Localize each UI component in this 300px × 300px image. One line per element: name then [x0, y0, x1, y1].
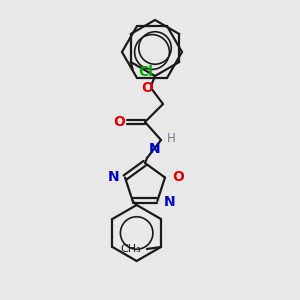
Text: N: N — [163, 195, 175, 209]
Text: CH₃: CH₃ — [120, 244, 141, 254]
Text: Cl: Cl — [138, 65, 153, 79]
Text: O: O — [113, 115, 125, 129]
Text: N: N — [107, 169, 119, 184]
Text: H: H — [167, 133, 176, 146]
Text: O: O — [172, 169, 184, 184]
Text: O: O — [141, 81, 153, 95]
Text: N: N — [148, 142, 160, 156]
